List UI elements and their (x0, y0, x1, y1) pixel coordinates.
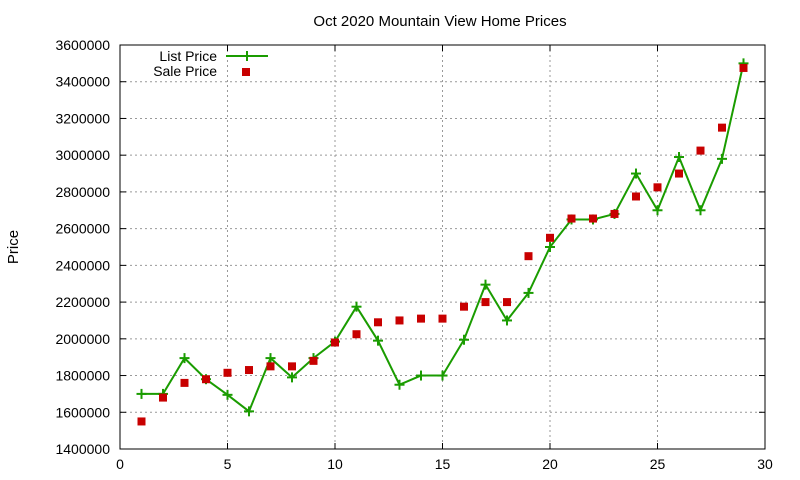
sale-price-point (374, 318, 382, 327)
list-price-point (265, 353, 276, 364)
y-tick-label: 2200000 (55, 294, 110, 310)
sale-price-point (718, 123, 726, 132)
list-price-point (652, 205, 663, 216)
sale-price-point (309, 356, 318, 365)
list-price-point (244, 406, 254, 417)
legend-sale-price-label: Sale Price (153, 63, 217, 79)
list-price-point (416, 370, 426, 381)
sale-price-point (438, 314, 447, 323)
legend-list-price-label: List Price (159, 48, 217, 64)
list-price-point (222, 389, 233, 400)
list-price-point (631, 168, 641, 179)
y-tick-label: 3200000 (55, 110, 110, 126)
list-price-point (717, 153, 727, 164)
y-tick-label: 2600000 (55, 221, 110, 237)
sale-price-point (180, 378, 189, 387)
list-price-point (179, 353, 190, 364)
y-tick-label: 1400000 (55, 441, 110, 457)
sale-price-point (589, 214, 597, 223)
sale-price-point (675, 169, 683, 178)
series-layer (136, 58, 749, 426)
sale-price-point (610, 209, 619, 218)
sale-price-point (696, 146, 705, 155)
sale-price-point (223, 368, 232, 377)
y-tick-label: 2400000 (55, 257, 110, 273)
y-tick-label: 3600000 (55, 37, 110, 53)
y-tick-label: 1600000 (55, 404, 110, 420)
list-price-point (545, 242, 555, 252)
list-price-point (394, 379, 405, 390)
sale-price-point (159, 393, 167, 402)
sale-price-point (266, 362, 275, 371)
sale-price-point (524, 252, 533, 261)
sale-price-point (417, 314, 425, 323)
legend-sale-price-marker (242, 68, 250, 76)
y-tick-label: 1800000 (55, 368, 110, 384)
list-price-point (136, 388, 147, 399)
x-tick-label: 30 (757, 456, 773, 472)
list-price-point (695, 205, 706, 216)
list-price-point (502, 315, 512, 326)
list-price-point (351, 301, 362, 312)
y-tick-label: 3000000 (55, 147, 110, 163)
sale-price-point (546, 233, 554, 242)
axis-ticks: 0 5 10 15 20 25 30 1400000 1600000 1800000 2000000… (55, 37, 773, 472)
sale-price-point (653, 183, 662, 192)
list-price-point (287, 372, 297, 383)
sale-price-point (245, 366, 253, 375)
list-price-point (480, 279, 491, 290)
list-price-point (523, 287, 534, 298)
list-price-point (437, 370, 448, 381)
sale-price-point (288, 362, 296, 371)
sale-price-point (739, 63, 748, 72)
chart-title: Oct 2020 Mountain View Home Prices (313, 13, 566, 30)
sale-price-point (395, 316, 404, 325)
x-tick-label: 15 (435, 456, 451, 472)
y-tick-label: 2000000 (55, 331, 110, 347)
list-price-point (459, 334, 469, 345)
sale-price-point (503, 298, 511, 307)
y-tick-label: 2800000 (55, 184, 110, 200)
sale-price-point (460, 302, 468, 311)
sale-price-point (331, 338, 339, 347)
legend: List Price Sale Price (153, 48, 268, 79)
sale-price-point (481, 298, 490, 307)
y-tick-label: 3400000 (55, 74, 110, 90)
x-tick-label: 5 (224, 456, 232, 472)
list-price-point (373, 335, 383, 346)
list-price-point (674, 152, 684, 163)
sale-price-point (137, 417, 146, 426)
x-tick-label: 0 (116, 456, 124, 472)
legend-list-price-marker (242, 51, 252, 61)
y-axis-label: Price (5, 230, 22, 264)
sale-price-point (632, 192, 640, 201)
sale-price-point (202, 375, 210, 384)
x-tick-label: 10 (327, 456, 343, 472)
grid (120, 45, 765, 449)
x-tick-label: 20 (542, 456, 558, 472)
x-tick-label: 25 (650, 456, 666, 472)
sale-price-point (567, 214, 576, 223)
sale-price-point (352, 330, 361, 339)
